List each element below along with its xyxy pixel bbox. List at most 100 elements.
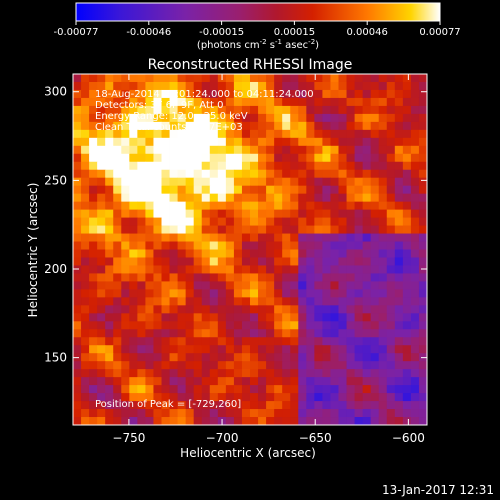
heatmap-cell <box>201 313 211 322</box>
heatmap-cell <box>290 289 299 298</box>
heatmap-cell <box>402 313 412 322</box>
heatmap-cell <box>258 161 267 171</box>
heatmap-cell <box>362 281 372 290</box>
heatmap-cell <box>418 193 428 203</box>
heatmap-cell <box>282 129 291 139</box>
heatmap-cell <box>233 385 243 394</box>
heatmap-cell <box>233 177 243 187</box>
heatmap-cell <box>298 361 307 370</box>
heatmap-cell <box>193 345 203 354</box>
heatmap-cell <box>81 153 90 163</box>
heatmap-cell <box>113 353 122 362</box>
heatmap-cell <box>362 129 372 139</box>
heatmap-cell <box>378 113 388 123</box>
heatmap-cell <box>418 313 428 322</box>
heatmap-cell <box>346 289 355 298</box>
heatmap-cell <box>193 97 203 107</box>
heatmap-cell <box>346 113 355 123</box>
heatmap-cell <box>225 113 235 123</box>
heatmap-cell <box>298 337 307 346</box>
heatmap-cell <box>241 361 251 370</box>
heatmap-cell <box>97 137 106 147</box>
heatmap-cell <box>258 137 267 147</box>
heatmap-cell <box>201 393 211 402</box>
heatmap-cell <box>250 401 259 410</box>
heatmap-cell <box>241 409 251 418</box>
heatmap-cell <box>410 105 420 115</box>
heatmap-cell <box>258 145 267 155</box>
heatmap-cell <box>298 121 307 131</box>
heatmap-cell <box>105 225 114 234</box>
heatmap-cell <box>346 353 355 362</box>
heatmap-cell <box>153 161 162 171</box>
heatmap-cell <box>330 337 339 346</box>
heatmap-cell <box>250 377 259 386</box>
heatmap-cell <box>161 97 170 107</box>
heatmap-cell <box>225 81 235 91</box>
heatmap-cell <box>378 193 388 203</box>
heatmap-cell <box>121 401 130 410</box>
heatmap-cell <box>258 193 267 203</box>
heatmap-cell <box>386 409 396 418</box>
heatmap-cell <box>258 177 267 187</box>
heatmap-cell <box>113 113 122 123</box>
heatmap-cell <box>250 81 259 91</box>
heatmap-cell <box>81 297 90 306</box>
heatmap-cell <box>161 74 170 83</box>
heatmap-cell <box>354 249 364 258</box>
heatmap-cell <box>129 81 138 91</box>
heatmap-cell <box>378 74 388 83</box>
heatmap-cell <box>193 169 203 179</box>
heatmap-cell <box>97 74 106 83</box>
heatmap-cell <box>354 321 364 330</box>
heatmap-cell <box>394 129 404 139</box>
heatmap-cell <box>105 401 114 410</box>
heatmap-cell <box>129 241 138 250</box>
heatmap-cell <box>346 417 355 426</box>
heatmap-cell <box>161 329 170 338</box>
heatmap-cell <box>185 201 195 211</box>
heatmap-cell <box>298 217 307 226</box>
heatmap-cell <box>394 201 404 211</box>
heatmap-cell <box>201 225 211 234</box>
heatmap-cell <box>410 153 420 163</box>
heatmap-cell <box>225 161 235 171</box>
heatmap-cell <box>266 233 275 242</box>
heatmap-cell <box>370 361 380 370</box>
heatmap-cell <box>306 185 315 195</box>
heatmap-cell <box>129 337 138 346</box>
heatmap-cell <box>97 305 106 314</box>
heatmap-cell <box>266 74 275 83</box>
heatmap-cell <box>177 225 187 234</box>
heatmap-cell <box>73 313 82 322</box>
heatmap-cell <box>89 153 98 163</box>
heatmap-cell <box>346 185 355 195</box>
heatmap-cell <box>250 153 259 163</box>
heatmap-cell <box>274 137 283 147</box>
heatmap-cell <box>89 409 98 418</box>
heatmap-cell <box>225 217 235 226</box>
heatmap-cell <box>258 337 267 346</box>
heatmap-cell <box>338 217 347 226</box>
heatmap-cell <box>81 417 90 426</box>
heatmap-cell <box>314 233 323 242</box>
heatmap-cell <box>386 257 396 266</box>
heatmap-cell <box>274 193 283 203</box>
heatmap-cell <box>145 337 154 346</box>
heatmap-cell <box>129 249 138 258</box>
heatmap-cell <box>153 241 162 250</box>
heatmap-cell <box>282 89 291 99</box>
heatmap-cell <box>282 393 291 402</box>
heatmap-cell <box>402 161 412 171</box>
heatmap-cell <box>145 289 154 298</box>
heatmap-cell <box>169 305 178 314</box>
heatmap-cell <box>137 161 146 171</box>
heatmap-cell <box>250 257 259 266</box>
heatmap-cell <box>217 145 227 155</box>
heatmap-cell <box>394 393 404 402</box>
heatmap-cell <box>418 105 428 115</box>
heatmap-cell <box>378 273 388 282</box>
heatmap-cell <box>418 409 428 418</box>
heatmap-cell <box>209 377 219 386</box>
heatmap-cell <box>193 105 203 115</box>
